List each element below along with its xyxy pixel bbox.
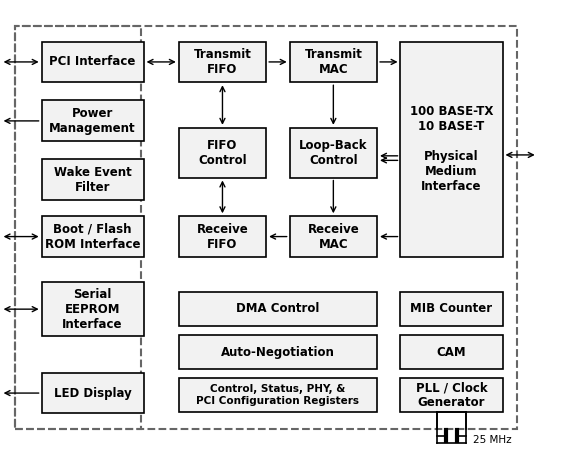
Bar <box>178 216 266 257</box>
Text: Power
Management: Power Management <box>49 107 136 135</box>
Text: Transmit
FIFO: Transmit FIFO <box>194 48 252 76</box>
Bar <box>42 216 144 257</box>
Bar <box>42 373 144 414</box>
Text: CAM: CAM <box>437 345 466 359</box>
Text: PCI Interface: PCI Interface <box>49 56 136 68</box>
Bar <box>178 335 377 369</box>
Bar <box>178 128 266 177</box>
Bar <box>401 292 503 326</box>
Text: Receive
MAC: Receive MAC <box>308 222 359 251</box>
Bar <box>290 41 377 82</box>
Bar <box>15 25 141 430</box>
Text: DMA Control: DMA Control <box>236 303 319 315</box>
Bar <box>42 159 144 200</box>
Text: Transmit
MAC: Transmit MAC <box>304 48 362 76</box>
Text: Control, Status, PHY, &
PCI Configuration Registers: Control, Status, PHY, & PCI Configuratio… <box>197 384 359 406</box>
Bar <box>401 378 503 412</box>
Text: Auto-Negotiation: Auto-Negotiation <box>221 345 335 359</box>
Bar <box>178 378 377 412</box>
Text: 100 BASE-TX
10 BASE-T

Physical
Medium
Interface: 100 BASE-TX 10 BASE-T Physical Medium In… <box>410 105 493 193</box>
Text: Wake Event
Filter: Wake Event Filter <box>54 166 132 194</box>
Text: Loop-Back
Control: Loop-Back Control <box>299 139 367 167</box>
Text: Serial
EEPROM
Interface: Serial EEPROM Interface <box>63 288 123 331</box>
Bar <box>42 101 144 142</box>
Text: Receive
FIFO: Receive FIFO <box>197 222 249 251</box>
Bar <box>42 282 144 336</box>
Bar <box>178 292 377 326</box>
Text: LED Display: LED Display <box>54 387 132 399</box>
Bar <box>290 216 377 257</box>
Bar <box>290 128 377 177</box>
Text: Boot / Flash
ROM Interface: Boot / Flash ROM Interface <box>45 222 140 251</box>
Text: 25 MHz: 25 MHz <box>473 435 512 445</box>
Bar <box>178 41 266 82</box>
Text: MIB Counter: MIB Counter <box>411 303 493 315</box>
Text: PLL / Clock
Generator: PLL / Clock Generator <box>416 381 487 409</box>
Text: FIFO
Control: FIFO Control <box>198 139 247 167</box>
Bar <box>401 335 503 369</box>
Bar <box>15 25 517 430</box>
Bar <box>42 41 144 82</box>
Bar <box>401 41 503 257</box>
